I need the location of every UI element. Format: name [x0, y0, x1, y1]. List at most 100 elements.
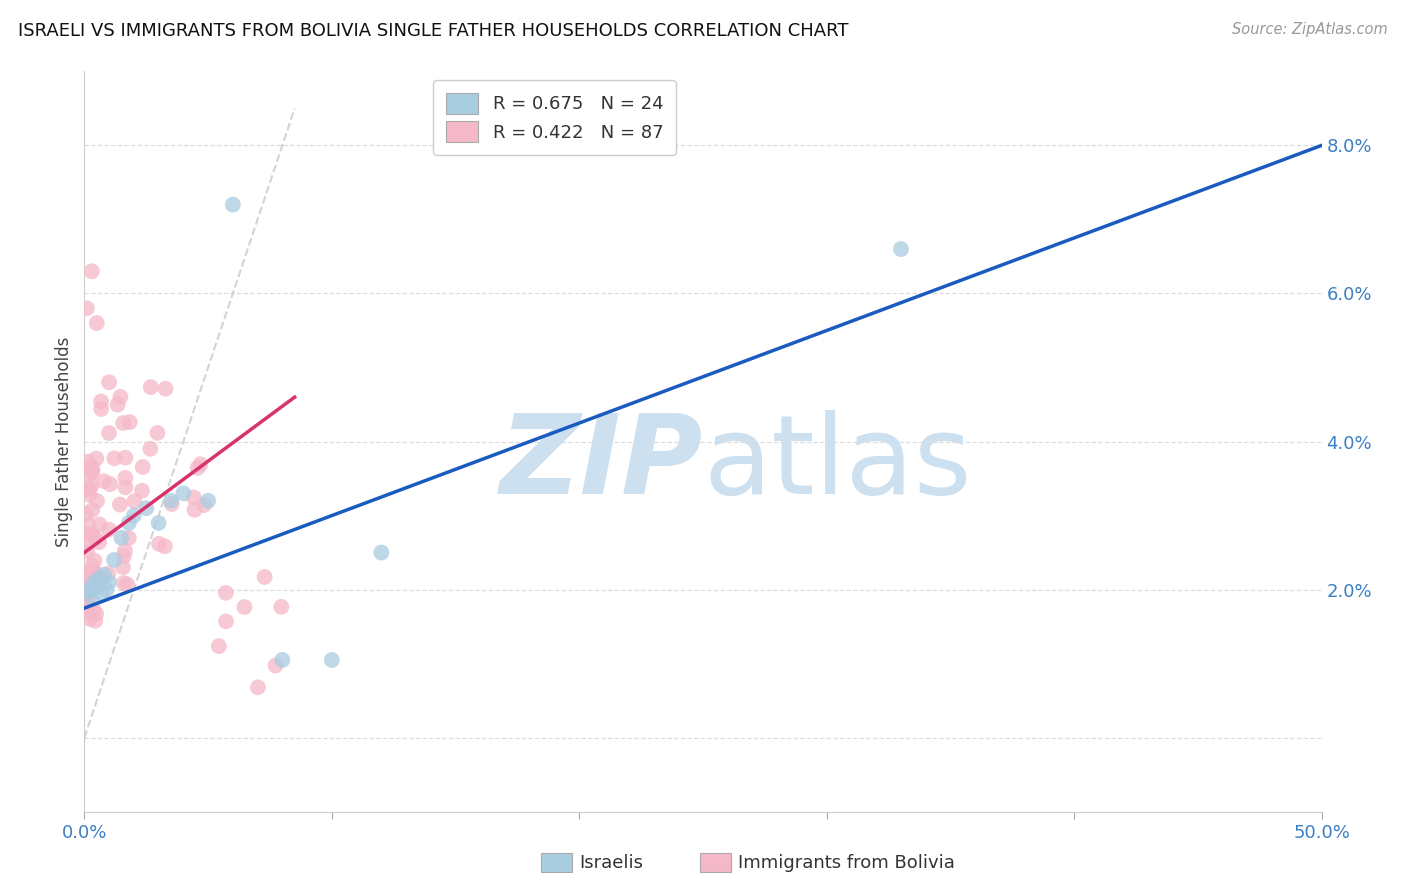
- Point: [76, 574, 98, 588]
- Point: [77, 488, 100, 502]
- Point: [114, 480, 136, 494]
- Point: [98, 425, 121, 440]
- Point: [80, 459, 103, 474]
- Point: [76, 301, 98, 316]
- Point: [103, 451, 125, 466]
- Point: [187, 461, 209, 475]
- Point: [75, 483, 97, 497]
- Point: [80, 264, 103, 278]
- Point: [76, 544, 98, 558]
- Point: [197, 493, 219, 508]
- Point: [82, 575, 104, 590]
- Point: [79, 482, 101, 496]
- Text: Source: ZipAtlas.com: Source: ZipAtlas.com: [1232, 22, 1388, 37]
- Point: [112, 416, 135, 430]
- Point: [82, 463, 104, 477]
- Point: [160, 497, 183, 511]
- Point: [122, 508, 145, 523]
- Point: [83, 603, 105, 617]
- Point: [253, 570, 276, 584]
- Point: [118, 516, 141, 530]
- Point: [77, 517, 100, 532]
- Point: [89, 517, 111, 532]
- Point: [190, 457, 212, 471]
- Point: [84, 567, 107, 582]
- Text: ZIP: ZIP: [499, 410, 703, 517]
- Point: [148, 537, 170, 551]
- Point: [82, 503, 104, 517]
- Point: [118, 531, 141, 545]
- Point: [93, 475, 115, 489]
- Text: Israelis: Israelis: [579, 854, 644, 871]
- Point: [83, 575, 105, 590]
- Point: [172, 486, 194, 500]
- Text: atlas: atlas: [703, 410, 972, 517]
- Point: [271, 653, 294, 667]
- Point: [139, 380, 162, 394]
- Point: [86, 451, 108, 466]
- Text: ISRAELI VS IMMIGRANTS FROM BOLIVIA SINGLE FATHER HOUSEHOLDS CORRELATION CHART: ISRAELI VS IMMIGRANTS FROM BOLIVIA SINGL…: [18, 22, 849, 40]
- Point: [82, 465, 104, 479]
- Point: [96, 582, 118, 597]
- Point: [83, 553, 105, 567]
- Y-axis label: Single Father Households: Single Father Households: [55, 336, 73, 547]
- Legend: R = 0.675   N = 24, R = 0.422   N = 87: R = 0.675 N = 24, R = 0.422 N = 87: [433, 80, 676, 154]
- Point: [183, 502, 205, 516]
- Point: [79, 582, 101, 597]
- Point: [270, 599, 292, 614]
- Point: [160, 493, 183, 508]
- Point: [89, 572, 111, 586]
- Point: [75, 572, 97, 586]
- Point: [233, 600, 256, 615]
- Point: [215, 615, 238, 629]
- Point: [79, 612, 101, 626]
- Point: [86, 494, 108, 508]
- Point: [155, 382, 177, 396]
- Point: [103, 553, 125, 567]
- Point: [321, 653, 343, 667]
- Point: [80, 590, 103, 604]
- Point: [86, 316, 108, 330]
- Point: [112, 549, 135, 564]
- Point: [135, 501, 157, 516]
- Point: [77, 586, 100, 600]
- Point: [115, 577, 138, 591]
- Point: [246, 681, 269, 695]
- Point: [75, 507, 97, 521]
- Point: [124, 494, 146, 508]
- Text: Immigrants from Bolivia: Immigrants from Bolivia: [738, 854, 955, 871]
- Point: [76, 588, 98, 602]
- Point: [90, 394, 112, 409]
- Point: [215, 586, 238, 600]
- Point: [93, 567, 115, 582]
- Point: [222, 197, 245, 211]
- Point: [183, 491, 205, 505]
- Point: [82, 527, 104, 541]
- Point: [97, 523, 120, 537]
- Point: [79, 564, 101, 578]
- Point: [146, 425, 169, 440]
- Point: [82, 558, 104, 573]
- Point: [76, 599, 98, 613]
- Point: [111, 560, 134, 574]
- Point: [77, 526, 100, 541]
- Point: [132, 460, 155, 475]
- Point: [98, 575, 121, 590]
- Point: [76, 454, 98, 468]
- Point: [139, 442, 162, 456]
- Point: [84, 614, 107, 628]
- Point: [86, 566, 108, 581]
- Point: [86, 579, 108, 593]
- Point: [131, 483, 153, 498]
- Point: [76, 596, 98, 610]
- Point: [110, 390, 132, 404]
- Point: [98, 376, 121, 390]
- Point: [75, 535, 97, 549]
- Point: [90, 586, 112, 600]
- Point: [114, 471, 136, 485]
- Point: [82, 582, 104, 597]
- Point: [370, 546, 392, 560]
- Point: [108, 498, 131, 512]
- Point: [114, 450, 136, 465]
- Point: [112, 576, 135, 591]
